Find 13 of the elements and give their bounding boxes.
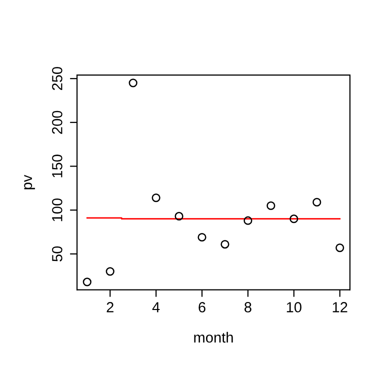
x-tick-label: 2 — [106, 302, 114, 312]
y-tick-label: 100 — [52, 198, 62, 222]
x-tick-label: 6 — [198, 302, 206, 312]
x-tick-label: 10 — [286, 302, 302, 312]
y-tick-label: 50 — [52, 246, 62, 262]
y-axis-title: pv — [24, 174, 35, 190]
x-tick-label: 4 — [152, 302, 160, 312]
x-tick-label: 12 — [332, 302, 348, 312]
y-tick-label: 150 — [52, 154, 62, 178]
y-tick-label: 250 — [52, 66, 62, 90]
x-tick-label: 8 — [244, 302, 252, 312]
x-axis-title: month — [194, 332, 233, 343]
y-tick-label: 200 — [52, 110, 62, 134]
